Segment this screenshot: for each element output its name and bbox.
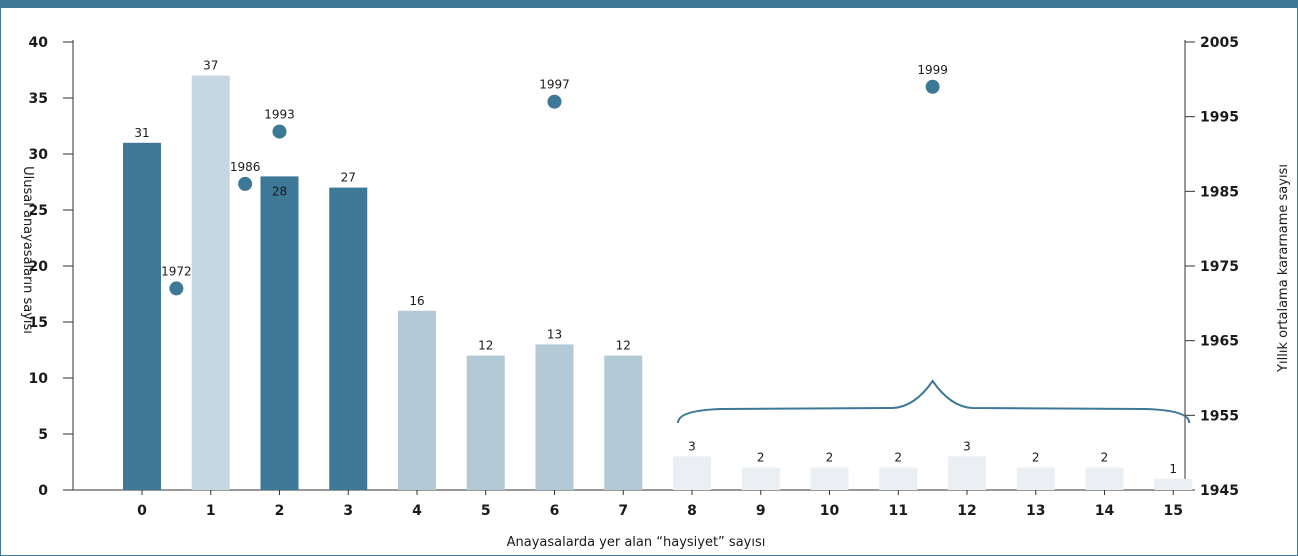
bar: [1154, 478, 1193, 490]
bar: [604, 355, 643, 490]
x-tick-label: 6: [550, 503, 560, 519]
bar-value-label: 3: [688, 439, 696, 453]
year-point: [925, 79, 940, 94]
x-tick-label: 2: [275, 503, 285, 519]
x-axis-title: Anayasalarda yer alan “haysiyet” sayısı: [507, 535, 766, 550]
x-tick-label: 4: [412, 503, 422, 519]
bar-value-label: 3: [963, 439, 971, 453]
bar: [1016, 467, 1055, 490]
bar: [535, 344, 574, 490]
year-point: [272, 124, 287, 139]
bar-value-label: 2: [826, 451, 834, 465]
y-tick-label-left: 0: [38, 483, 48, 499]
x-tick-label: 11: [889, 503, 908, 519]
bar-value-label: 12: [616, 339, 631, 353]
y-tick-label-left: 40: [29, 35, 49, 51]
group-brace: [677, 379, 1191, 424]
bar: [123, 142, 161, 491]
y-axis-title-left: Ulusal anayasaların sayısı: [20, 166, 35, 334]
bar: [673, 456, 711, 490]
bar: [260, 176, 299, 490]
x-tick-label: 0: [137, 503, 147, 519]
bar-value-label: 28: [272, 184, 287, 198]
y-tick-label-left: 15: [29, 315, 48, 331]
year-point: [547, 94, 562, 109]
bar: [329, 187, 368, 490]
year-point-label: 1972: [161, 264, 192, 278]
bar: [741, 467, 780, 490]
bar-value-label: 31: [134, 126, 149, 140]
year-point-label: 1999: [917, 63, 948, 77]
y-tick-label-left: 25: [29, 203, 48, 219]
x-tick-label: 14: [1095, 503, 1115, 519]
y-tick-label-right: 1945: [1200, 483, 1239, 499]
bar-value-label: 13: [547, 327, 562, 341]
y-tick-label-left: 20: [29, 259, 49, 275]
x-tick-label: 7: [618, 503, 628, 519]
y-tick-label-left: 5: [38, 427, 48, 443]
bar-value-label: 2: [757, 451, 765, 465]
bar-value-label: 2: [1032, 451, 1040, 465]
bar-value-label: 16: [409, 294, 424, 308]
year-point: [169, 281, 184, 296]
x-tick-label: 3: [343, 503, 353, 519]
y-tick-label-left: 10: [29, 371, 49, 387]
bar-value-label: 1: [1169, 462, 1177, 476]
y-tick-label-right: 1955: [1200, 408, 1239, 424]
year-point-label: 1993: [264, 108, 295, 122]
y-tick-label-left: 35: [29, 91, 48, 107]
x-tick-label: 13: [1026, 503, 1045, 519]
bar: [879, 467, 918, 490]
bar: [191, 75, 230, 490]
y-tick-label-left: 30: [29, 147, 49, 163]
bar: [1085, 467, 1124, 490]
y-tick-label-right: 1975: [1200, 259, 1239, 275]
year-point: [238, 176, 253, 191]
year-point-label: 1986: [230, 160, 261, 174]
bar-value-label: 27: [341, 171, 356, 185]
bar-value-label: 12: [478, 339, 493, 353]
x-tick-label: 10: [820, 503, 840, 519]
x-tick-label: 5: [481, 503, 491, 519]
bar: [948, 456, 986, 490]
bar: [810, 467, 849, 490]
bar: [466, 355, 505, 490]
x-tick-label: 15: [1164, 503, 1183, 519]
x-tick-label: 8: [687, 503, 697, 519]
x-tick-label: 1: [206, 503, 216, 519]
y-tick-label-right: 1965: [1200, 334, 1239, 350]
x-tick-label: 12: [957, 503, 976, 519]
y-axis-title-right: Yıllık ortalama kararname sayısı: [1276, 164, 1291, 373]
bar: [398, 310, 436, 490]
y-tick-label-right: 1995: [1200, 110, 1239, 126]
bar-value-label: 2: [1101, 451, 1109, 465]
x-tick-label: 9: [756, 503, 766, 519]
y-tick-label-right: 1985: [1200, 184, 1239, 200]
year-point-label: 1997: [539, 78, 570, 92]
bar-value-label: 37: [203, 59, 218, 73]
bar-value-label: 2: [894, 451, 902, 465]
y-tick-label-right: 2005: [1200, 35, 1239, 51]
